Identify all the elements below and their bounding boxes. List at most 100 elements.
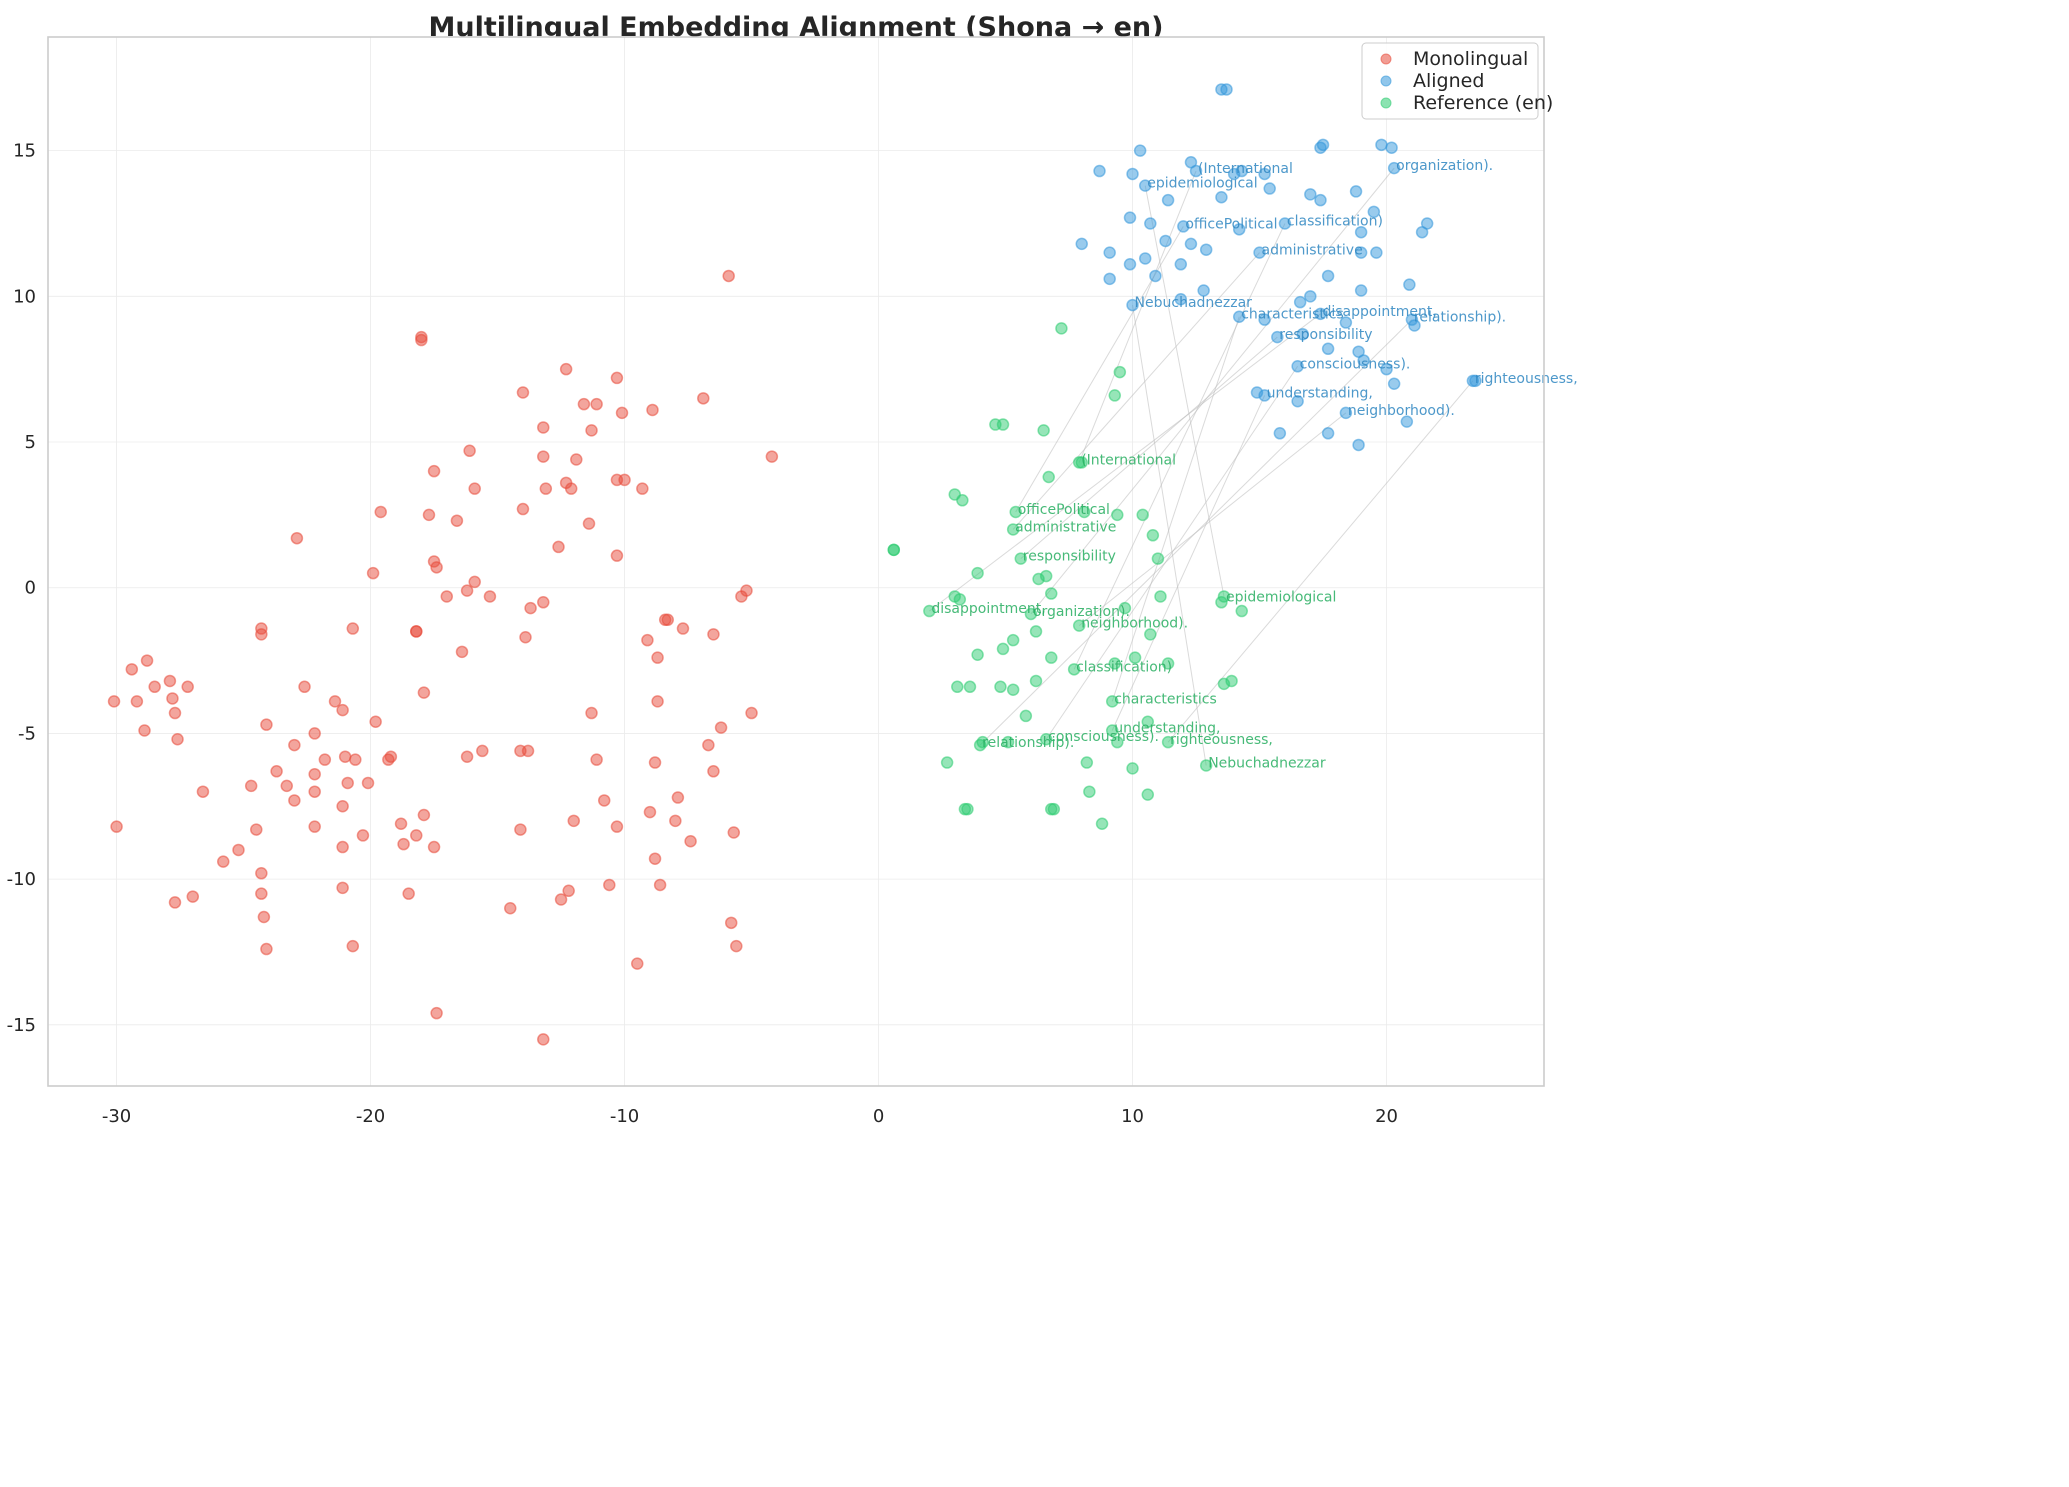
data-point: [341, 776, 354, 790]
data-point: [1123, 211, 1137, 224]
data-point: [631, 957, 644, 970]
data-point: [394, 817, 408, 830]
alignment-connectors: [929, 167, 1474, 766]
data-point: [1258, 313, 1271, 326]
data-point: [1113, 365, 1127, 379]
data-point: [1349, 185, 1363, 198]
data-point: [1291, 394, 1304, 408]
data-point: [1273, 427, 1287, 440]
data-point: [361, 776, 375, 790]
data-point: [1339, 406, 1353, 420]
data-point: [722, 269, 735, 283]
plot-area: (Internationalepidemiologicalorganizatio…: [47, 36, 1578, 1087]
data-point: [1357, 354, 1370, 367]
data-point: [996, 418, 1010, 431]
data-point: [1215, 191, 1228, 204]
data-point: [1232, 223, 1246, 236]
data-point: [724, 916, 738, 930]
data-point: [707, 765, 720, 778]
data-point: [1095, 817, 1109, 830]
data-point: [1199, 759, 1213, 772]
connector-line: [1144, 185, 1225, 597]
data-point: [1304, 188, 1317, 201]
data-point: [427, 464, 441, 478]
data-point: [671, 791, 685, 804]
axes-background: [48, 37, 1544, 1086]
data-point: [537, 1033, 550, 1046]
data-point: [1271, 330, 1284, 344]
data-point: [1138, 179, 1152, 192]
connector-line: [1132, 304, 1207, 766]
data-point: [1314, 193, 1327, 207]
data-point: [615, 406, 629, 420]
x-tick-label: 10: [1121, 1106, 1144, 1127]
data-point: [260, 942, 273, 956]
data-point: [1075, 237, 1088, 251]
data-point: [1161, 193, 1175, 207]
data-point: [585, 706, 598, 720]
connector-line: [1020, 336, 1278, 559]
data-point: [374, 505, 387, 519]
data-point: [564, 482, 578, 495]
data-point: [138, 724, 151, 737]
data-point: [255, 628, 268, 641]
x-tick-label: -10: [610, 1106, 639, 1127]
x-tick-label: -20: [356, 1106, 385, 1127]
data-point: [1067, 663, 1081, 676]
connector-line: [1111, 316, 1240, 702]
data-point: [1103, 272, 1116, 286]
data-point: [521, 744, 535, 758]
data-point: [1072, 619, 1086, 632]
data-point: [669, 814, 682, 828]
word-label: understanding,: [1267, 385, 1373, 401]
data-point: [1019, 709, 1033, 723]
word-label: Nebuchadnezzar: [1208, 755, 1326, 771]
data-point: [308, 767, 321, 781]
data-point: [455, 645, 469, 659]
data-point: [1354, 284, 1368, 297]
data-point: [450, 514, 464, 527]
data-point: [148, 680, 161, 694]
data-point: [994, 680, 1007, 694]
data-point: [1128, 651, 1142, 664]
legend-marker-icon: [1380, 75, 1392, 87]
legend-label: Monolingual: [1413, 48, 1528, 70]
data-point: [953, 593, 967, 606]
data-point: [260, 718, 273, 731]
word-label: (International: [1081, 452, 1176, 468]
data-point: [346, 622, 360, 635]
connector-line: [1030, 167, 1395, 615]
data-point: [1111, 508, 1124, 522]
data-point: [651, 695, 664, 708]
data-point: [410, 829, 423, 842]
data-point: [643, 805, 657, 819]
data-point: [1197, 284, 1210, 297]
word-label: characteristics: [1241, 307, 1344, 323]
data-point: [552, 540, 565, 554]
data-point: [430, 1006, 443, 1020]
data-point: [648, 756, 662, 769]
data-point: [539, 482, 553, 495]
y-tick-label: 15: [13, 141, 36, 162]
data-point: [140, 654, 154, 667]
data-point: [1177, 220, 1190, 233]
data-point: [1161, 657, 1175, 670]
data-point: [346, 939, 360, 953]
data-point: [1174, 293, 1188, 306]
data-point: [430, 561, 443, 574]
data-point: [1105, 695, 1119, 708]
data-point: [684, 834, 697, 848]
data-point: [590, 397, 603, 411]
data-point: [1078, 505, 1091, 519]
data-point: [1321, 342, 1335, 356]
legend-marker-icon: [1380, 97, 1392, 109]
data-point: [956, 494, 969, 507]
data-point: [338, 750, 352, 763]
connector-line: [1012, 252, 1260, 530]
grid-lines: [48, 37, 1544, 1086]
data-point: [1278, 217, 1292, 230]
data-point: [646, 403, 659, 417]
data-point: [1304, 290, 1317, 303]
data-point: [1293, 295, 1307, 309]
